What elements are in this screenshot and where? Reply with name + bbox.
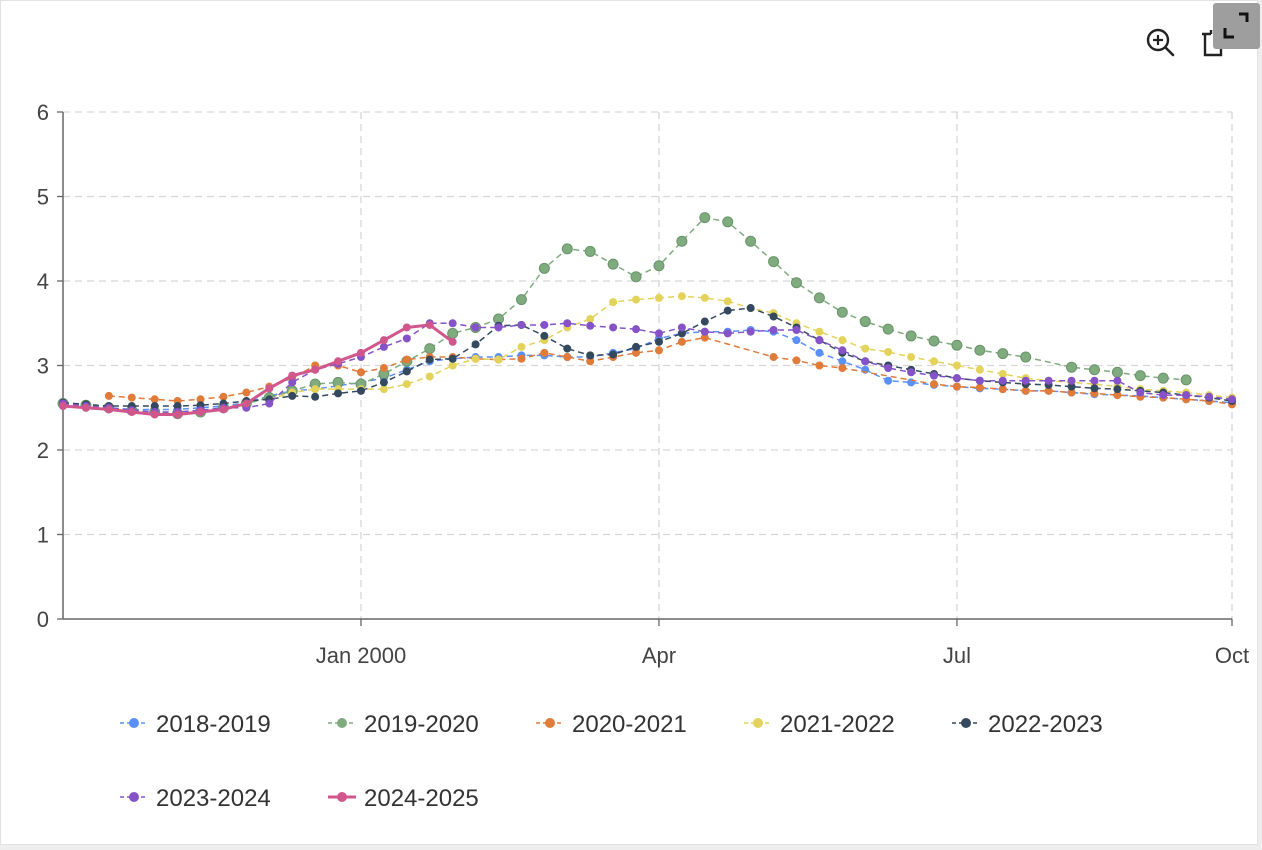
zoom-in-button[interactable] bbox=[1142, 24, 1178, 60]
expand-button[interactable] bbox=[1213, 3, 1260, 49]
expand-icon bbox=[1223, 12, 1248, 39]
zoom-in-icon bbox=[1146, 28, 1175, 57]
